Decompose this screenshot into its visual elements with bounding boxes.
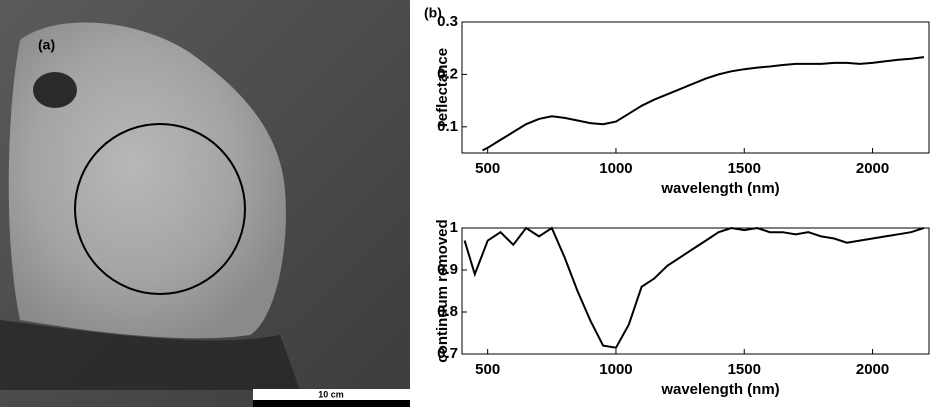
y-tick-label: 1 [450,219,458,236]
y-tick-label: 0.7 [437,345,458,362]
panel-label: (b) [424,5,442,21]
x-tick-label: 2000 [856,160,889,177]
scale-bar-label: 10 cm [318,389,344,399]
plot-frame [461,21,930,154]
line [482,56,925,152]
x-tick-label: 1500 [728,160,761,177]
line [463,226,925,349]
photo: 10 cm (a) [0,0,410,407]
y-tick-label: 0.1 [437,118,458,135]
x-tick-label: 2000 [856,361,889,378]
y-tick-label: 0.9 [437,261,458,278]
panel-label: (a) [38,37,55,53]
x-axis-label: wavelength (nm) [660,180,779,197]
x-axis-label: wavelength (nm) [660,381,779,398]
y-axis-label: continuum removed [434,219,451,362]
x-tick-label: 500 [475,160,500,177]
y-tick-label: 0.2 [437,65,458,82]
x-tick-label: 1000 [599,160,632,177]
y-tick-label: 0.8 [437,303,458,320]
y-tick-label: 0.3 [437,13,458,30]
y-axis-label: reflectance [434,48,451,127]
x-tick-label: 1500 [728,361,761,378]
x-tick-label: 500 [475,361,500,378]
x-tick-label: 1000 [599,361,632,378]
plot-frame [461,227,930,355]
